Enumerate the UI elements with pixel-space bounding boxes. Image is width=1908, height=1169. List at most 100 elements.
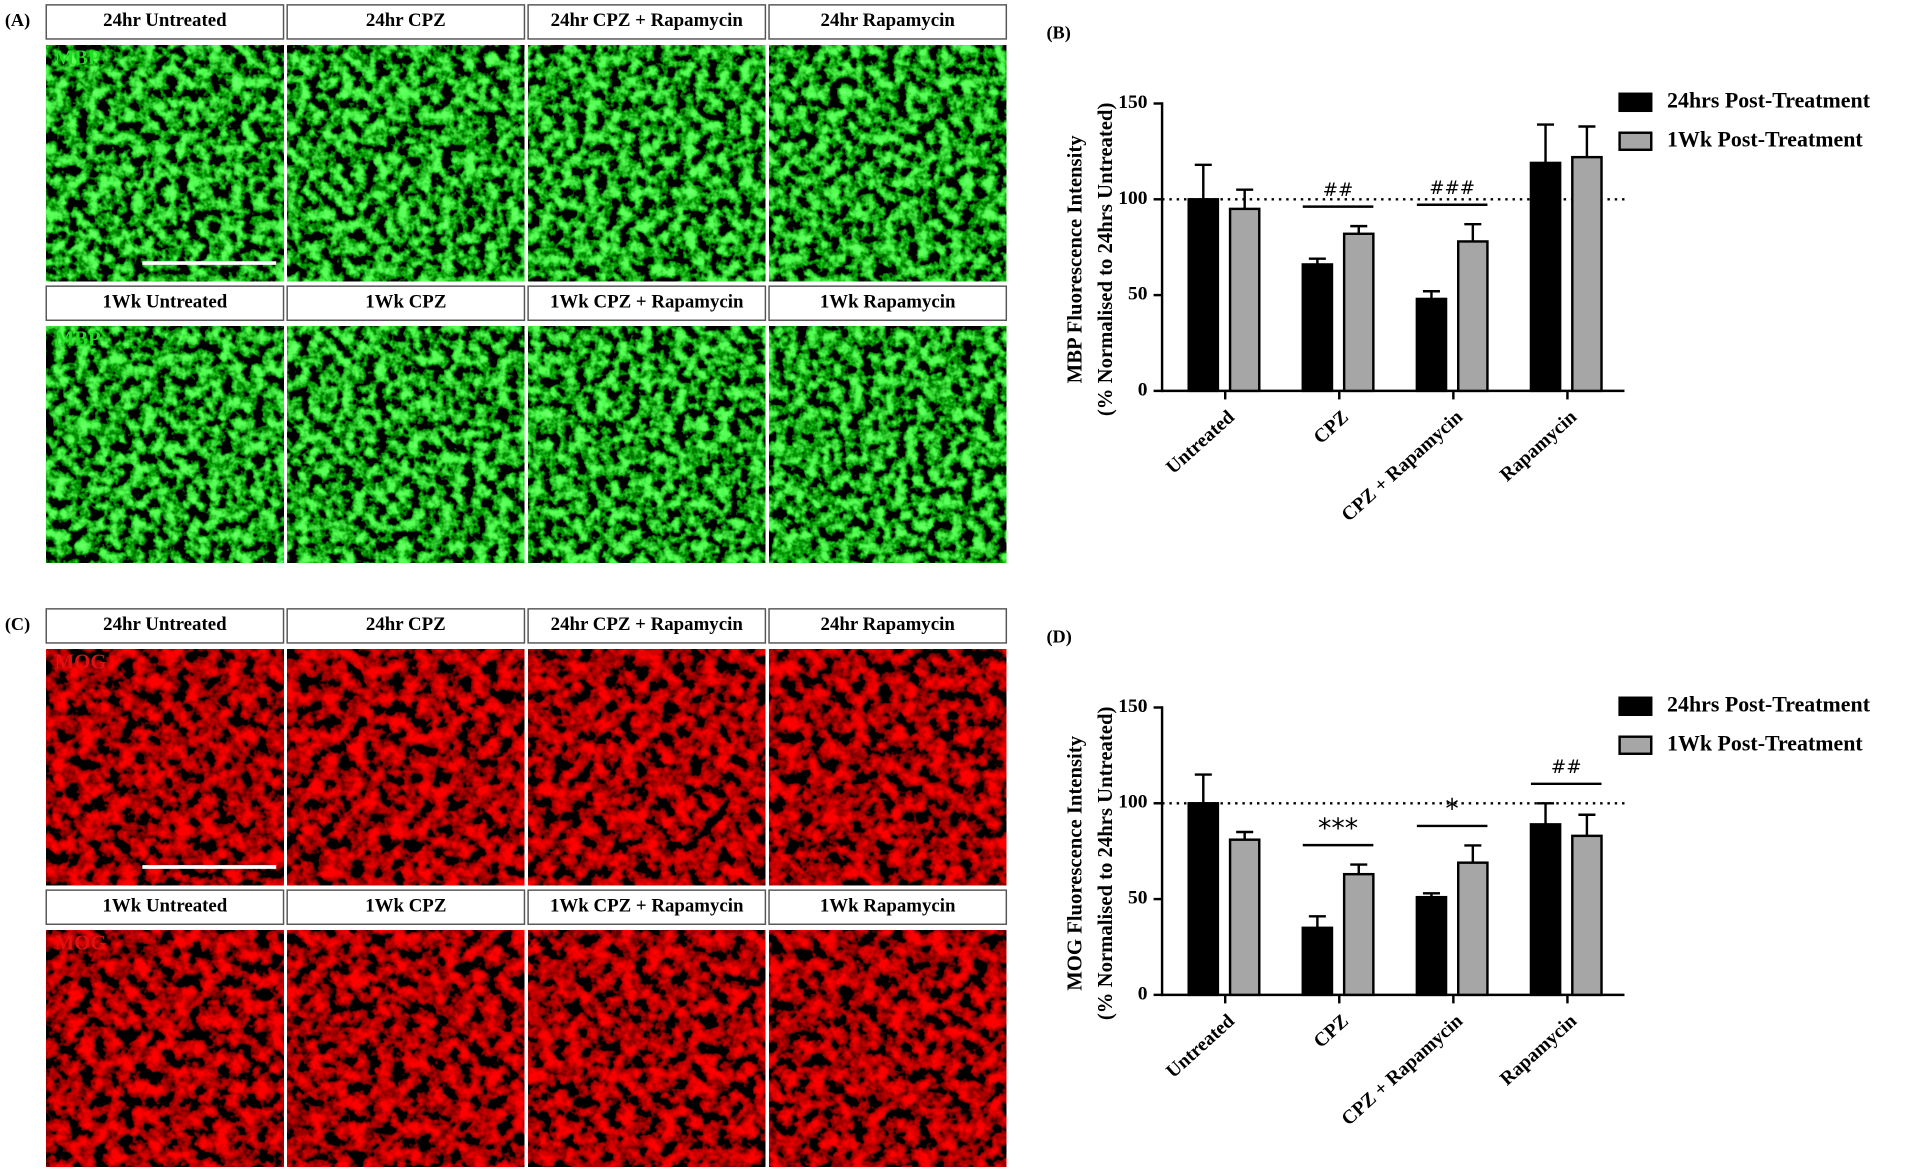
image-title-box <box>45 889 285 925</box>
panel-label: (D) <box>1046 626 1071 647</box>
significance-label: ## <box>1551 757 1582 778</box>
image-title: 1Wk CPZ + Rapamycin <box>550 896 744 917</box>
y-axis-label: MOG Fluorescence Intensity <box>1065 735 1087 990</box>
image-title-box <box>286 889 526 925</box>
image-title: 24hr Rapamycin <box>821 10 956 31</box>
y-axis-label: (% Normalised to 24hrs Untreated) <box>1095 707 1117 1020</box>
image-title-box <box>45 4 285 40</box>
y-tick-label: 150 <box>1118 92 1147 113</box>
y-tick-label: 100 <box>1118 792 1147 813</box>
micrograph <box>46 45 284 282</box>
micrograph <box>287 649 525 886</box>
image-title: 1Wk CPZ <box>365 292 446 313</box>
bar <box>1342 232 1375 393</box>
x-tick-label: CPZ + Rapamycin <box>1338 1011 1467 1130</box>
micrograph <box>528 45 766 282</box>
legend-swatch <box>1618 92 1653 113</box>
panel-label: (A) <box>5 10 30 31</box>
image-title: 24hr Untreated <box>103 10 227 31</box>
image-title: 24hr Untreated <box>103 614 227 635</box>
image-title-box <box>527 285 767 321</box>
image-title-box <box>45 285 285 321</box>
micrograph <box>528 326 766 563</box>
micrograph <box>528 930 766 1167</box>
y-tick-label: 100 <box>1118 188 1147 209</box>
image-title: 24hr CPZ + Rapamycin <box>551 10 744 31</box>
image-title-box <box>286 4 526 40</box>
image-title: 24hr Rapamycin <box>821 614 956 635</box>
y-tick-label: 150 <box>1118 696 1147 717</box>
image-title-box <box>527 889 767 925</box>
x-tick-label: Untreated <box>1162 407 1239 479</box>
micrograph <box>769 649 1007 886</box>
image-title: 24hr CPZ <box>366 614 446 635</box>
panel-label: (B) <box>1046 22 1070 43</box>
x-tick-label: CPZ <box>1310 407 1353 449</box>
legend-swatch <box>1618 131 1653 151</box>
y-tick-label: 50 <box>1128 284 1147 305</box>
stain-label: MOG <box>55 651 107 673</box>
image-title-box <box>45 608 285 644</box>
significance-label: *** <box>1318 813 1358 844</box>
y-tick-label: 0 <box>1138 983 1148 1004</box>
x-tick-label: Rapamycin <box>1496 407 1581 486</box>
micrograph <box>287 45 525 282</box>
micrograph <box>769 326 1007 563</box>
x-tick-label: Untreated <box>1162 1011 1239 1083</box>
bar <box>1187 198 1220 393</box>
legend-label: 24hrs Post-Treatment <box>1667 691 1871 716</box>
legend-label: 24hrs Post-Treatment <box>1667 87 1871 112</box>
legend-label: 1Wk Post-Treatment <box>1667 126 1863 151</box>
image-title: 1Wk Rapamycin <box>820 896 956 917</box>
micrograph <box>769 45 1007 282</box>
panel-label: (C) <box>5 614 30 635</box>
bar <box>1415 895 1448 997</box>
significance-label: ## <box>1323 180 1354 201</box>
bar <box>1187 802 1220 997</box>
y-tick-label: 0 <box>1138 379 1148 400</box>
bar <box>1571 834 1603 997</box>
bar <box>1457 240 1489 393</box>
image-title-box <box>527 608 767 644</box>
y-axis-label: (% Normalised to 24hrs Untreated) <box>1095 103 1117 416</box>
micrograph <box>769 930 1007 1167</box>
legend-swatch <box>1618 735 1653 755</box>
bar <box>1415 297 1448 393</box>
image-title-box <box>768 889 1008 925</box>
bar <box>1228 838 1261 997</box>
image-title: 1Wk Untreated <box>102 292 227 313</box>
y-tick-label: 50 <box>1128 888 1147 909</box>
x-tick-label: CPZ <box>1310 1011 1353 1053</box>
image-title-box <box>527 4 767 40</box>
bar <box>1529 823 1562 997</box>
image-title-box <box>286 285 526 321</box>
bar <box>1228 207 1261 393</box>
micrograph <box>287 326 525 563</box>
significance-label: * <box>1445 794 1458 825</box>
image-title: 24hr CPZ + Rapamycin <box>551 614 744 635</box>
legend-label: 1Wk Post-Treatment <box>1667 730 1863 755</box>
bar <box>1342 872 1375 997</box>
y-axis-label: MBP Fluorescence Intensity <box>1065 135 1087 384</box>
significance-label: ### <box>1429 178 1475 199</box>
stain-label: MBP <box>55 47 101 69</box>
legend-swatch <box>1618 696 1653 717</box>
x-tick-label: CPZ + Rapamycin <box>1338 407 1467 526</box>
micrograph <box>46 649 284 886</box>
image-title-box <box>768 4 1008 40</box>
stain-label: MBP <box>55 329 101 351</box>
bar <box>1529 161 1562 393</box>
image-title: 1Wk Untreated <box>102 896 227 917</box>
bar <box>1301 926 1334 997</box>
image-title: 1Wk CPZ <box>365 896 446 917</box>
micrograph <box>287 930 525 1167</box>
bar <box>1457 861 1489 997</box>
bar <box>1571 155 1603 393</box>
stain-label: MOG <box>55 933 107 955</box>
bar <box>1301 263 1334 393</box>
micrograph <box>528 649 766 886</box>
micrograph <box>46 930 284 1167</box>
image-title-box <box>768 285 1008 321</box>
